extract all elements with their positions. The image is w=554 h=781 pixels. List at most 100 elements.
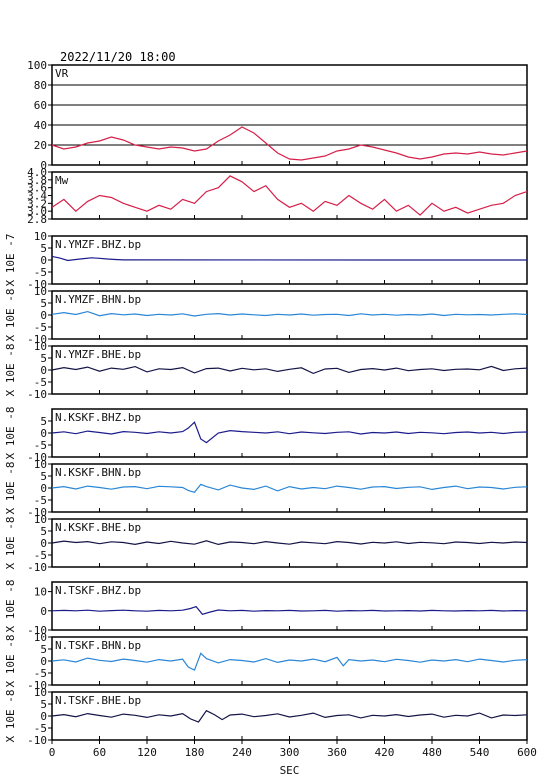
y-tick-label: -10 [27, 388, 47, 401]
y-tick-label: 10 [34, 631, 47, 644]
series-line [51, 310, 528, 317]
panel-label: N.KSKF.BHZ.bp [55, 411, 141, 424]
y-tick-label: 5 [40, 643, 47, 656]
x-tick-label: 240 [232, 746, 252, 759]
y-tick-label: 5 [40, 242, 47, 255]
y-tick-label: 0 [40, 710, 47, 723]
y-tick-label: 0 [40, 655, 47, 668]
y-tick-label: 40 [34, 119, 47, 132]
y-tick-label: 10 [34, 586, 47, 599]
panel-label: N.YMZF.BHN.bp [55, 293, 141, 306]
x-tick-label: 420 [375, 746, 395, 759]
unit-label: X 10E -8 [4, 580, 17, 633]
x-tick-label: 180 [185, 746, 205, 759]
unit-label: X 10E -8 [4, 462, 17, 515]
y-tick-label: 10 [34, 285, 47, 298]
y-tick-label: -10 [27, 561, 47, 574]
y-tick-label: -5 [34, 376, 47, 389]
panel-label: N.TSKF.BHN.bp [55, 639, 141, 652]
y-tick-label: -5 [34, 321, 47, 334]
panel-label: VR [55, 67, 69, 80]
panel-label: N.TSKF.BHZ.bp [55, 584, 141, 597]
x-tick-label: 540 [470, 746, 490, 759]
y-tick-label: 10 [34, 340, 47, 353]
y-tick-label: 0 [40, 605, 47, 618]
y-tick-label: 0 [40, 537, 47, 550]
y-tick-label: -10 [27, 734, 47, 747]
unit-label: X 10E -8 [4, 690, 17, 743]
series-line [51, 483, 528, 493]
y-tick-label: -10 [27, 333, 47, 346]
series-line [51, 709, 528, 723]
x-tick-label: 360 [327, 746, 347, 759]
series-line [51, 255, 528, 262]
y-tick-label: 0 [40, 427, 47, 440]
y-tick-label: 0 [40, 309, 47, 322]
y-tick-label: -5 [34, 439, 47, 452]
unit-label: X 10E -8 [4, 635, 17, 688]
x-tick-label: 600 [517, 746, 537, 759]
unit-label: X 10E -7 [4, 234, 17, 287]
y-tick-label: 10 [34, 686, 47, 699]
series-line [51, 126, 528, 161]
y-tick-label: -5 [34, 549, 47, 562]
y-tick-label: 10 [34, 458, 47, 471]
x-tick-label: 300 [280, 746, 300, 759]
series-line [51, 652, 528, 671]
y-tick-label: -10 [27, 506, 47, 519]
y-tick-label: 3.4 [27, 190, 47, 203]
y-tick-label: -10 [27, 679, 47, 692]
series-line [51, 421, 528, 444]
series-line [51, 365, 528, 375]
series-line [51, 540, 528, 546]
x-tick-label: 0 [49, 746, 56, 759]
unit-label: X 10E -8 [4, 407, 17, 460]
y-tick-label: 5 [40, 698, 47, 711]
series-line [51, 605, 528, 615]
y-tick-label: -10 [27, 451, 47, 464]
panel-label: N.YMZF.BHE.bp [55, 348, 141, 361]
y-tick-label: 60 [34, 99, 47, 112]
y-tick-label: 3.2 [27, 197, 47, 210]
panel-frame [51, 64, 528, 166]
y-tick-label: 5 [40, 297, 47, 310]
datetime-title: 2022/11/20 18:00 [60, 50, 176, 64]
panel-label: N.KSKF.BHE.bp [55, 521, 141, 534]
y-tick-label: 3.6 [27, 182, 47, 195]
panel-frame [51, 171, 528, 220]
y-tick-label: -10 [27, 624, 47, 637]
y-tick-label: 4.0 [27, 166, 47, 179]
y-tick-label: -5 [34, 667, 47, 680]
y-tick-label: 5 [40, 415, 47, 428]
y-tick-label: 5 [40, 470, 47, 483]
panel-label: N.TSKF.BHE.bp [55, 694, 141, 707]
y-tick-label: 20 [34, 139, 47, 152]
y-tick-label: 3.8 [27, 174, 47, 187]
y-tick-label: 10 [34, 513, 47, 526]
x-tick-label: 120 [137, 746, 157, 759]
y-tick-label: 0 [40, 159, 47, 172]
unit-label: X 10E -8 [4, 344, 17, 397]
panel-label: N.KSKF.BHN.bp [55, 466, 141, 479]
unit-label: X 10E -8 [4, 289, 17, 342]
y-tick-label: 0 [40, 364, 47, 377]
y-tick-label: 80 [34, 79, 47, 92]
series-line [51, 175, 528, 216]
y-tick-label: -5 [34, 266, 47, 279]
panel-label: Mw [55, 174, 69, 187]
y-tick-label: 100 [27, 59, 47, 72]
x-axis-label: SEC [280, 764, 300, 777]
unit-label: X 10E -8 [4, 517, 17, 570]
x-tick-label: 480 [422, 746, 442, 759]
x-tick-label: 60 [93, 746, 106, 759]
y-tick-label: 10 [34, 230, 47, 243]
y-tick-label: 3.0 [27, 205, 47, 218]
y-tick-label: -5 [34, 494, 47, 507]
y-tick-label: -5 [34, 722, 47, 735]
y-tick-label: 0 [40, 254, 47, 267]
y-tick-label: 5 [40, 525, 47, 538]
panel-label: N.YMZF.BHZ.bp [55, 238, 141, 251]
y-tick-label: -10 [27, 278, 47, 291]
y-tick-label: 5 [40, 352, 47, 365]
